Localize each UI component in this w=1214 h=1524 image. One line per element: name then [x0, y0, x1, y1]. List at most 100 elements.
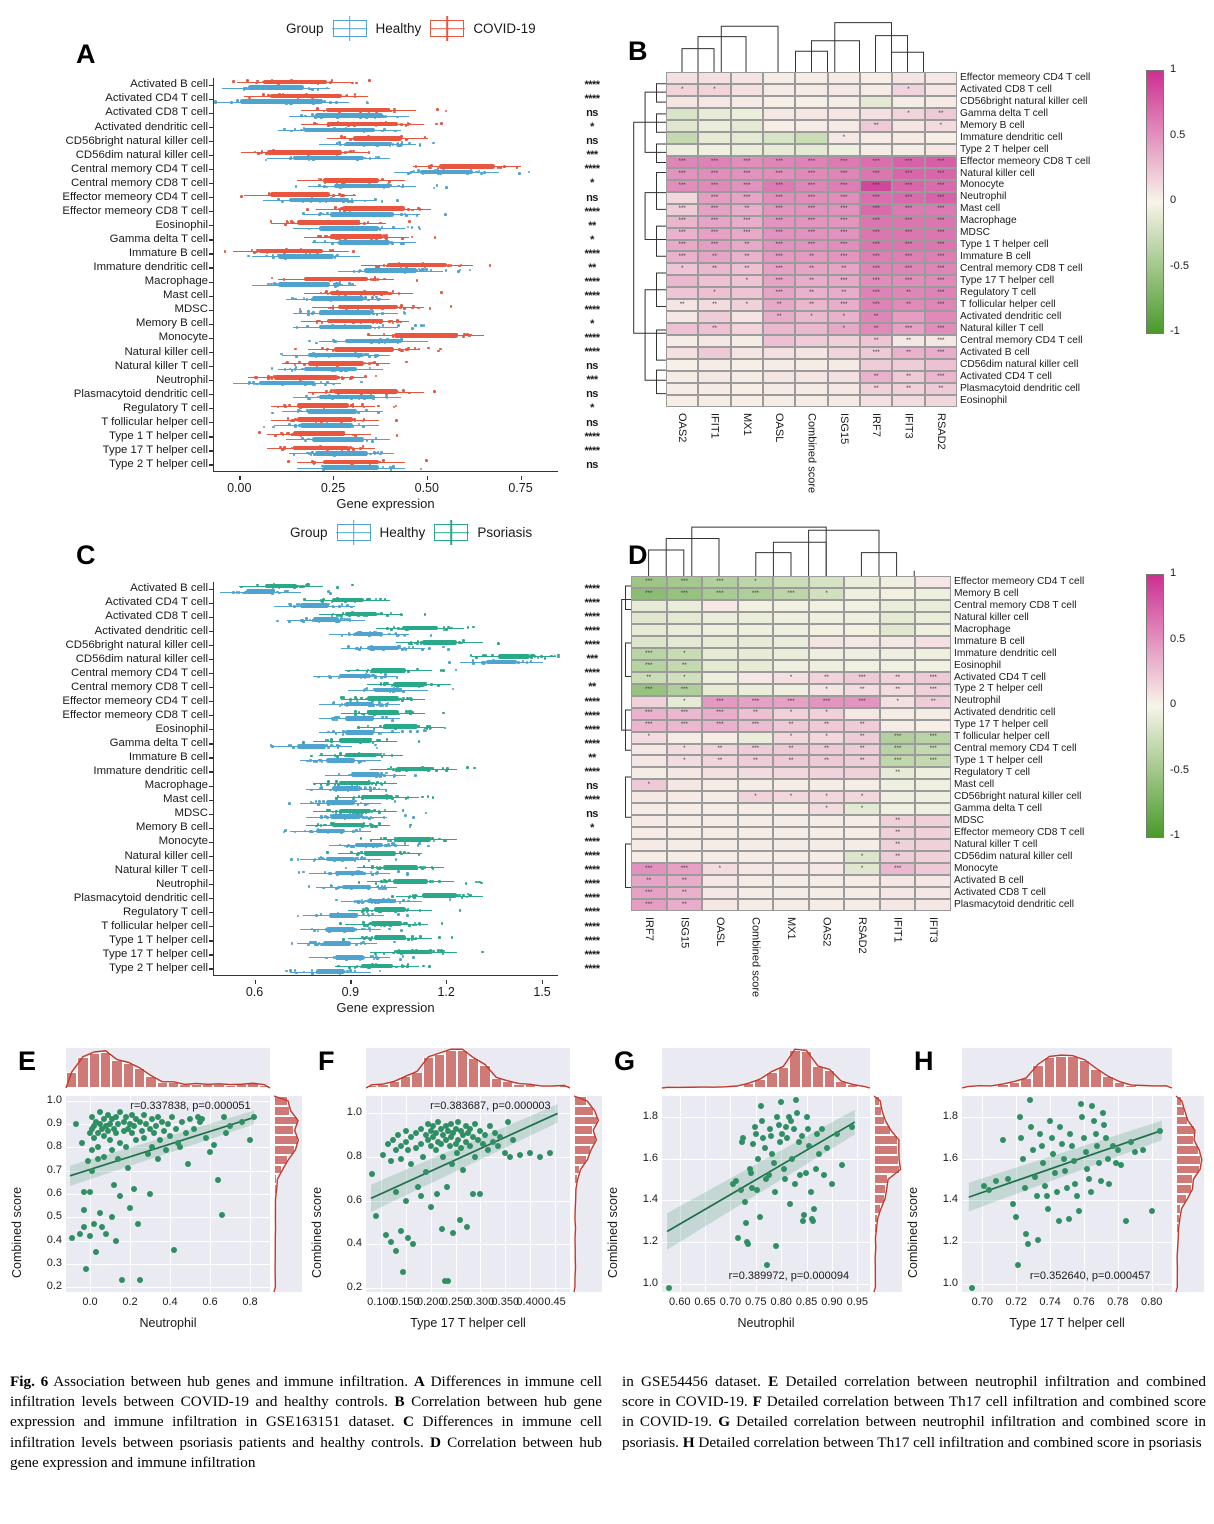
- heatmap-cell[interactable]: [702, 803, 738, 816]
- heatmap-cell[interactable]: [666, 72, 699, 84]
- heatmap-cell[interactable]: ***: [795, 155, 828, 168]
- heatmap-cell[interactable]: **: [879, 827, 916, 840]
- heatmap-cell[interactable]: **: [795, 251, 828, 264]
- heatmap-cell[interactable]: **: [892, 287, 925, 300]
- heatmap-cell[interactable]: [844, 899, 880, 911]
- heatmap-cell[interactable]: ***: [827, 275, 860, 288]
- heatmap-cell[interactable]: [795, 72, 828, 84]
- heatmap-cell[interactable]: ***: [859, 287, 893, 300]
- heatmap-cell[interactable]: [915, 599, 951, 612]
- heatmap-cell[interactable]: [702, 683, 738, 696]
- heatmap-cell[interactable]: [879, 803, 916, 816]
- heatmap-cell[interactable]: ***: [892, 167, 925, 180]
- heatmap-cell[interactable]: ***: [702, 707, 738, 720]
- heatmap-cell[interactable]: [808, 875, 845, 888]
- heatmap-cell[interactable]: [915, 587, 951, 600]
- heatmap-cell[interactable]: ***: [730, 191, 763, 204]
- heatmap-cell[interactable]: [844, 576, 880, 588]
- heatmap-cell[interactable]: [827, 95, 860, 108]
- heatmap-cell[interactable]: [827, 359, 860, 372]
- heatmap-cell[interactable]: [762, 143, 796, 156]
- heatmap-cell[interactable]: **: [844, 719, 880, 732]
- heatmap-cell[interactable]: ***: [698, 191, 731, 204]
- heatmap-cell[interactable]: ***: [924, 335, 957, 348]
- heatmap-cell[interactable]: ***: [924, 299, 957, 312]
- heatmap-cell[interactable]: [795, 323, 828, 336]
- heatmap-cell[interactable]: [666, 851, 703, 864]
- heatmap-cell[interactable]: [915, 803, 951, 816]
- heatmap-cell[interactable]: [666, 731, 703, 744]
- heatmap-cell[interactable]: [924, 95, 957, 108]
- heatmap-cell[interactable]: ***: [762, 263, 796, 276]
- heatmap-cell[interactable]: ***: [795, 203, 828, 216]
- heatmap-cell[interactable]: ***: [762, 251, 796, 264]
- heatmap-cell[interactable]: *: [773, 791, 809, 804]
- heatmap-cell[interactable]: **: [773, 719, 809, 732]
- heatmap-cell[interactable]: [827, 143, 860, 156]
- heatmap-cell[interactable]: *: [666, 695, 703, 708]
- heatmap-cell[interactable]: *: [808, 587, 845, 600]
- heatmap-cell[interactable]: ***: [827, 155, 860, 168]
- heatmap-cell[interactable]: ***: [844, 671, 880, 684]
- heatmap-cell[interactable]: [737, 863, 774, 876]
- heatmap-cell[interactable]: ***: [762, 287, 796, 300]
- heatmap-cell[interactable]: [698, 143, 731, 156]
- heatmap-cell[interactable]: [808, 899, 845, 911]
- heatmap-cell[interactable]: *: [892, 83, 925, 96]
- heatmap-cell[interactable]: *: [808, 683, 845, 696]
- heatmap-cell[interactable]: [702, 599, 738, 612]
- heatmap-cell[interactable]: **: [737, 755, 774, 768]
- heatmap-cell[interactable]: *: [844, 851, 880, 864]
- heatmap-cell[interactable]: [737, 599, 774, 612]
- heatmap-cell[interactable]: [730, 119, 763, 132]
- heatmap-cell[interactable]: [795, 371, 828, 384]
- heatmap-cell[interactable]: **: [698, 323, 731, 336]
- heatmap-cell[interactable]: ***: [892, 251, 925, 264]
- heatmap-cell[interactable]: *: [698, 83, 731, 96]
- heatmap-cell[interactable]: [666, 323, 699, 336]
- heatmap-cell[interactable]: [915, 875, 951, 888]
- heatmap-cell[interactable]: **: [859, 335, 893, 348]
- heatmap-cell[interactable]: [827, 119, 860, 132]
- heatmap-cell[interactable]: *: [827, 311, 860, 324]
- heatmap-cell[interactable]: [730, 95, 763, 108]
- heatmap-cell[interactable]: [879, 611, 916, 624]
- heatmap-cell[interactable]: **: [844, 743, 880, 756]
- heatmap-cell[interactable]: [844, 827, 880, 840]
- heatmap-cell[interactable]: ***: [892, 215, 925, 228]
- heatmap-cell[interactable]: [859, 95, 893, 108]
- heatmap-cell[interactable]: ***: [631, 576, 667, 588]
- heatmap-cell[interactable]: [730, 131, 763, 144]
- heatmap-cell[interactable]: [795, 119, 828, 132]
- heatmap-cell[interactable]: **: [859, 383, 893, 396]
- heatmap-cell[interactable]: ***: [827, 167, 860, 180]
- heatmap-cell[interactable]: [666, 311, 699, 324]
- heatmap-cell[interactable]: ***: [631, 899, 667, 911]
- heatmap-cell[interactable]: [631, 839, 667, 852]
- heatmap-cell[interactable]: ***: [924, 323, 957, 336]
- heatmap-cell[interactable]: ***: [631, 719, 667, 732]
- heatmap-cell[interactable]: [702, 611, 738, 624]
- heatmap-cell[interactable]: ***: [827, 251, 860, 264]
- heatmap-cell[interactable]: ***: [666, 707, 703, 720]
- heatmap-cell[interactable]: [808, 815, 845, 828]
- heatmap-cell[interactable]: **: [892, 335, 925, 348]
- heatmap-cell[interactable]: [859, 107, 893, 120]
- heatmap-cell[interactable]: ***: [698, 239, 731, 252]
- heatmap-cell[interactable]: [879, 779, 916, 792]
- heatmap-cell[interactable]: [631, 599, 667, 612]
- heatmap-cell[interactable]: ***: [924, 251, 957, 264]
- heatmap-cell[interactable]: [737, 815, 774, 828]
- heatmap-cell[interactable]: [698, 347, 731, 360]
- heatmap-cell[interactable]: [702, 767, 738, 780]
- heatmap-cell[interactable]: [702, 899, 738, 911]
- heatmap-cell[interactable]: ***: [924, 347, 957, 360]
- heatmap-cell[interactable]: [730, 83, 763, 96]
- heatmap-cell[interactable]: **: [915, 695, 951, 708]
- heatmap-cell[interactable]: **: [773, 755, 809, 768]
- heatmap-cell[interactable]: *: [666, 647, 703, 660]
- heatmap-cell[interactable]: [773, 576, 809, 588]
- heatmap-cell[interactable]: [631, 791, 667, 804]
- heatmap-cell[interactable]: [737, 647, 774, 660]
- heatmap-cell[interactable]: **: [730, 263, 763, 276]
